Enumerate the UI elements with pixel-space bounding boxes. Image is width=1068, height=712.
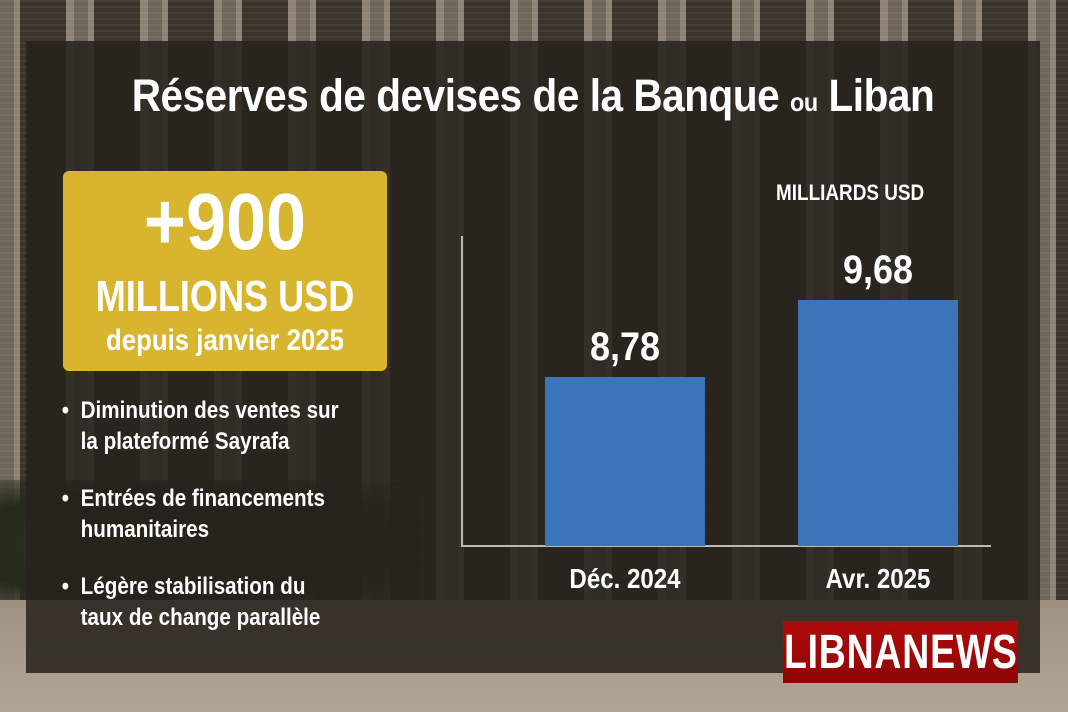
title-connector: ou [790,87,818,117]
chart-unit-label: MILLIARDS USD [776,180,925,205]
list-item: • Diminution des ventes sur la plateform… [61,397,339,455]
highlight-since: depuis janvier 2025 [105,324,345,357]
reasons-list: • Diminution des ventes sur la plateform… [60,395,410,659]
chart-y-axis [461,236,463,547]
bar-dec-2024 [545,377,705,546]
bar-value-dec-2024: 8,78 [589,325,661,369]
bullet-icon: • [61,485,69,512]
chart-x-axis [461,545,991,547]
title-end: Liban [828,70,935,121]
bar-category-apr-2025: Avr. 2025 [825,563,931,594]
bar-apr-2025 [798,300,958,546]
list-item: • Légère stabilisation du taux de change… [61,573,321,631]
highlight-unit: MILLIONS USD [95,272,355,321]
page-title: Réserves de devises de la Banque ou Liba… [77,70,990,122]
highlight-value: +900 [143,177,307,266]
logo-text: LIBNANEWS [783,625,1018,679]
bullet-icon: • [61,573,69,600]
bar-category-dec-2024: Déc. 2024 [569,563,681,594]
title-main: Réserves de devises de la Banque [131,70,780,121]
highlight-box: +900 MILLIONS USD depuis janvier 2025 [63,171,387,371]
bullet-icon: • [61,397,69,424]
bar-value-apr-2025: 9,68 [842,248,914,292]
libnanews-logo: LIBNANEWS [783,621,1018,683]
list-item: • Entrées de financements humanitaires [61,485,325,543]
